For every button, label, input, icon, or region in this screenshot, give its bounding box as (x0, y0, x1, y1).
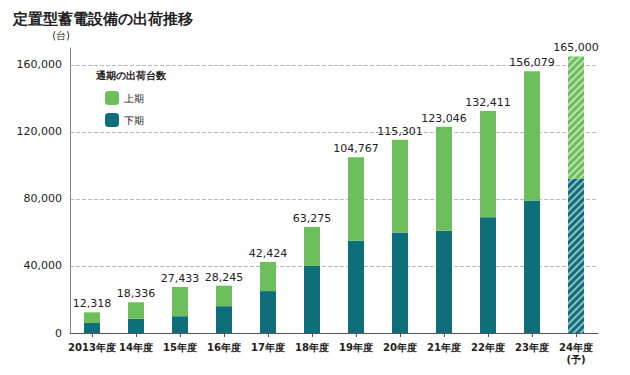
svg-text:20年度: 20年度 (383, 342, 417, 353)
svg-text:19年度: 19年度 (339, 342, 373, 353)
svg-text:18,336: 18,336 (117, 287, 156, 300)
svg-text:上期: 上期 (124, 93, 144, 104)
svg-text:27,433: 27,433 (161, 272, 200, 285)
svg-text:下期: 下期 (124, 115, 144, 126)
svg-text:23年度: 23年度 (515, 342, 549, 353)
svg-text:18年度: 18年度 (295, 342, 329, 353)
svg-text:28,245: 28,245 (205, 271, 244, 284)
svg-text:定置型蓄電設備の出荷推移: 定置型蓄電設備の出荷推移 (12, 10, 193, 28)
svg-text:(台): (台) (52, 30, 70, 41)
svg-text:160,000: 160,000 (17, 58, 63, 71)
svg-text:15年度: 15年度 (163, 342, 197, 353)
svg-text:24年度: 24年度 (559, 342, 593, 353)
svg-text:120,000: 120,000 (17, 125, 63, 138)
svg-text:104,767: 104,767 (333, 142, 379, 155)
svg-text:17年度: 17年度 (251, 342, 285, 353)
svg-text:2013年度: 2013年度 (68, 342, 116, 353)
svg-text:(予): (予) (566, 354, 585, 365)
svg-text:115,301: 115,301 (377, 125, 423, 138)
svg-text:22年度: 22年度 (471, 342, 505, 353)
svg-text:132,411: 132,411 (465, 96, 511, 109)
svg-text:21年度: 21年度 (427, 342, 461, 353)
svg-text:42,424: 42,424 (249, 247, 288, 260)
svg-text:通期の出荷台数: 通期の出荷台数 (95, 70, 167, 81)
svg-text:80,000: 80,000 (24, 192, 63, 205)
svg-text:12,318: 12,318 (73, 297, 112, 310)
svg-text:40,000: 40,000 (24, 259, 63, 272)
svg-text:14年度: 14年度 (119, 342, 153, 353)
svg-text:0: 0 (55, 327, 62, 340)
svg-text:63,275: 63,275 (293, 212, 332, 225)
svg-text:156,079: 156,079 (509, 56, 555, 69)
svg-text:16年度: 16年度 (207, 342, 241, 353)
svg-text:123,046: 123,046 (421, 112, 467, 125)
svg-text:165,000: 165,000 (553, 41, 599, 54)
